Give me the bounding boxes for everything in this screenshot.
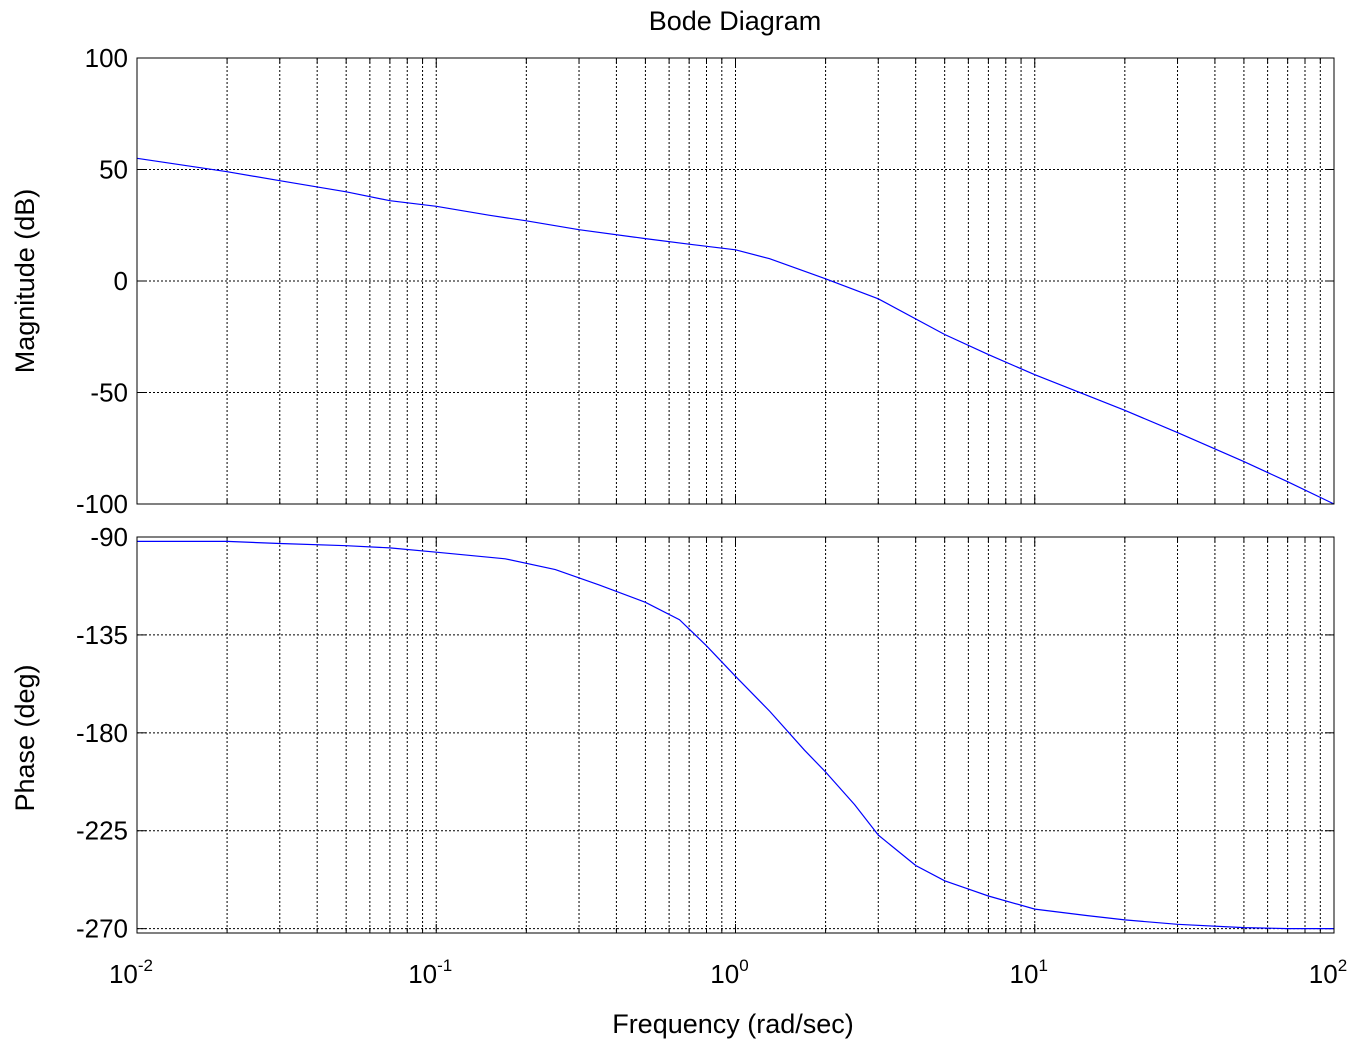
x-tick-label: 100 [710,956,748,989]
phase-grid [137,537,1334,933]
magnitude-grid [137,58,1334,504]
magnitude-y-tick-labels: 100 50 0 -50 -100 [76,43,128,519]
phase-y-axis-label: Phase (deg) [10,664,40,811]
magnitude-tick-marks [136,57,1335,505]
x-tick-label: 101 [1010,956,1048,989]
magnitude-y-tick-label: -100 [76,489,128,519]
phase-y-tick-label: -90 [90,522,128,552]
magnitude-series-line [136,157,1335,505]
x-tick-label: 10-1 [408,956,452,989]
phase-y-tick-label: -135 [76,620,128,650]
magnitude-axes-box [136,57,1335,505]
phase-y-tick-labels: -90 -135 -180 -225 -270 [76,522,128,944]
magnitude-panel: 100 50 0 -50 -100 Magnitude (dB) [10,43,1335,519]
magnitude-y-tick-label: 50 [99,155,128,185]
phase-axes-box [136,536,1335,934]
x-tick-label: 102 [1309,956,1347,989]
magnitude-y-tick-label: -50 [90,378,128,408]
magnitude-y-tick-label: 100 [85,43,128,73]
phase-y-tick-label: -225 [76,816,128,846]
x-tick-labels: 10-2 10-1 100 101 102 [109,956,1347,989]
chart-title: Bode Diagram [649,6,822,36]
phase-panel: -90 -135 -180 -225 -270 Phase (deg) [10,522,1335,944]
phase-y-tick-label: -180 [76,718,128,748]
x-tick-label: 10-2 [109,956,153,989]
phase-series-line [137,540,1334,930]
magnitude-y-tick-label: 0 [114,266,128,296]
magnitude-y-axis-label: Magnitude (dB) [10,189,40,374]
x-axis-label: Frequency (rad/sec) [612,1009,854,1039]
phase-y-tick-label: -270 [76,914,128,944]
